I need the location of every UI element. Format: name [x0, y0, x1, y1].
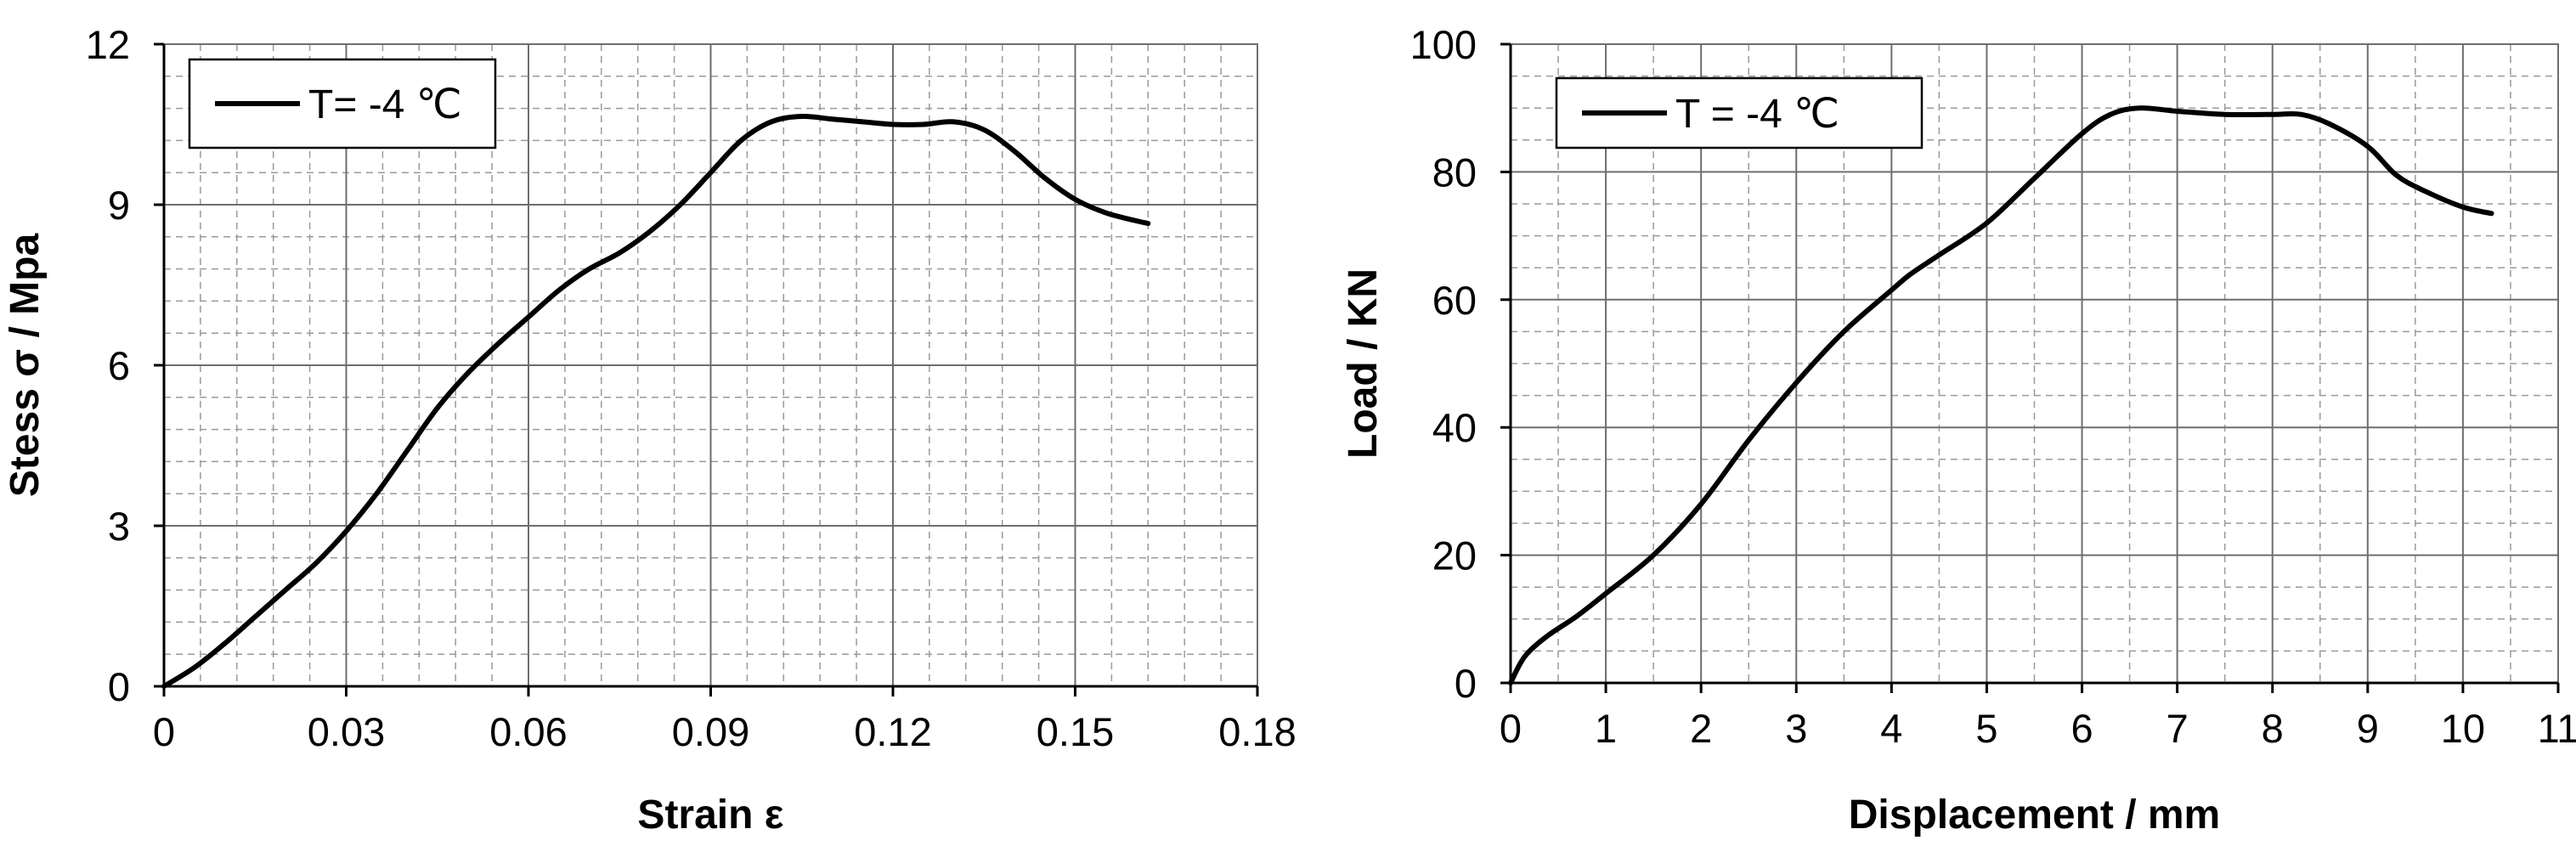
x-tick-label: 0.09 — [672, 709, 749, 754]
x-tick-label: 0 — [1500, 706, 1522, 751]
x-tick-label: 2 — [1690, 706, 1712, 751]
y-axis-title: Stess σ / Mpa — [3, 234, 48, 498]
legend: T = -4 ℃ — [1555, 76, 1924, 149]
y-tick-label: 80 — [1432, 149, 1477, 195]
y-tick-label: 9 — [108, 183, 130, 228]
x-tick-label: 0 — [153, 709, 175, 754]
x-tick-label: 1 — [1595, 706, 1617, 751]
y-tick-label: 12 — [86, 22, 130, 67]
x-tick-label: 0.03 — [308, 709, 385, 754]
y-tick-label: 0 — [1455, 661, 1477, 706]
x-tick-label: 0.15 — [1037, 709, 1114, 754]
y-tick-label: 3 — [108, 504, 130, 549]
x-tick-label: 11 — [2538, 706, 2576, 751]
x-tick-label: 0.06 — [489, 709, 567, 754]
y-tick-label: 40 — [1432, 405, 1477, 450]
x-axis-title: Displacement / mm — [1849, 792, 2220, 838]
x-tick-label: 9 — [2357, 706, 2379, 751]
y-tick-label: 20 — [1432, 533, 1477, 578]
legend: T= -4 ℃ — [188, 58, 497, 149]
x-tick-label: 6 — [2070, 706, 2093, 751]
chart-1: 0 0.03 0.06 0.09 0.12 0.15 0.18 0 3 6 9 12 Strain ε S… — [3, 22, 1296, 838]
x-axis-title: Strain ε — [637, 792, 783, 838]
x-tick-label: 5 — [1975, 706, 1997, 751]
x-tick-label: 0.12 — [854, 709, 931, 754]
y-tick-label: 6 — [108, 343, 130, 388]
x-tick-label: 8 — [2262, 706, 2284, 751]
x-tick-label: 0.18 — [1218, 709, 1296, 754]
y-axis-title: Load / KN — [1341, 268, 1386, 459]
series-line — [1508, 105, 2494, 685]
y-tick-label: 100 — [1410, 22, 1477, 67]
x-tick-label: 10 — [2441, 706, 2485, 751]
series-line — [161, 113, 1151, 689]
y-tick-label: 60 — [1432, 278, 1477, 323]
chart-2: 0 1 2 3 4 5 6 7 8 9 10 11 0 20 40 60 80 100 Displacement /… — [1341, 22, 2576, 838]
legend-label: T= -4 ℃ — [308, 82, 462, 127]
x-tick-label: 7 — [2166, 706, 2189, 751]
y-tick-label: 0 — [108, 664, 130, 709]
x-tick-label: 4 — [1880, 706, 1902, 751]
legend-label: T = -4 ℃ — [1675, 92, 1839, 137]
x-tick-label: 3 — [1785, 706, 1807, 751]
